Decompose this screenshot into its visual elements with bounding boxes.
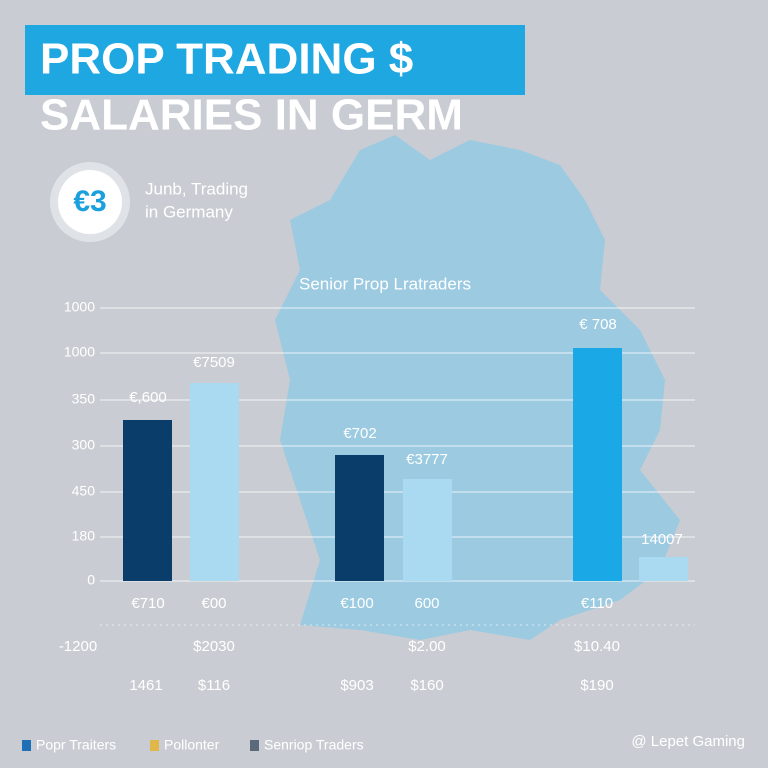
badge bbox=[58, 170, 122, 234]
row-label: 600 bbox=[414, 595, 439, 612]
legend-label: Pollonter bbox=[164, 737, 220, 753]
y-label: 1000 bbox=[64, 344, 95, 360]
credit: @ Lepet Gaming bbox=[631, 733, 745, 750]
legend-label: Popr Traiters bbox=[36, 737, 116, 753]
row-label: $2030 bbox=[193, 638, 235, 655]
badge-icon: €3 bbox=[73, 185, 106, 218]
y-label: 180 bbox=[72, 528, 96, 544]
bar bbox=[403, 479, 452, 581]
row-label: $903 bbox=[340, 677, 373, 694]
chart-title: Senior Prop Lratraders bbox=[299, 274, 471, 293]
row-label: €110 bbox=[581, 595, 613, 612]
subtitle: SALARIES IN GERM bbox=[40, 91, 463, 140]
bar-label: €7509 bbox=[193, 354, 235, 371]
y-label: 1000 bbox=[64, 299, 95, 315]
title: PROP TRADING $ bbox=[40, 35, 413, 84]
bar-label: €702 bbox=[343, 425, 376, 442]
row-label: -1200 bbox=[59, 638, 97, 655]
chart-layer: 1000 1000 350 300 450 180 0 €,600 €7509 €702 €3777… bbox=[22, 299, 695, 753]
bar bbox=[190, 383, 239, 581]
legend-label: Senriop Traders bbox=[264, 737, 364, 753]
row-label: $2.00 bbox=[408, 638, 446, 655]
bar bbox=[335, 455, 384, 581]
row-label: $116 bbox=[198, 677, 230, 694]
row-label: €100 bbox=[340, 595, 373, 612]
y-label: 300 bbox=[72, 437, 96, 453]
legend-swatch bbox=[22, 740, 31, 751]
y-label: 350 bbox=[72, 391, 96, 407]
y-label: 450 bbox=[72, 483, 96, 499]
row-label: 1461 bbox=[129, 677, 162, 694]
row-label: €00 bbox=[201, 595, 226, 612]
row-label: $190 bbox=[580, 677, 613, 694]
badge-line: in Germany bbox=[145, 202, 233, 221]
row-label: $10.40 bbox=[574, 638, 620, 655]
badge-line: Junb, Trading bbox=[145, 179, 248, 198]
legend-swatch bbox=[250, 740, 259, 751]
bar-label: €,600 bbox=[129, 389, 167, 406]
y-label: 0 bbox=[87, 572, 95, 588]
bar-label: 14007 bbox=[641, 531, 683, 548]
bar bbox=[573, 348, 622, 581]
title-banner bbox=[25, 25, 525, 95]
row-label: $160 bbox=[410, 677, 443, 694]
row-label: €710 bbox=[131, 595, 164, 612]
legend-swatch bbox=[150, 740, 159, 751]
bar bbox=[123, 420, 172, 581]
bar-label: €3777 bbox=[406, 451, 448, 468]
bar bbox=[639, 557, 688, 581]
bar-label: € 708 bbox=[579, 316, 617, 333]
